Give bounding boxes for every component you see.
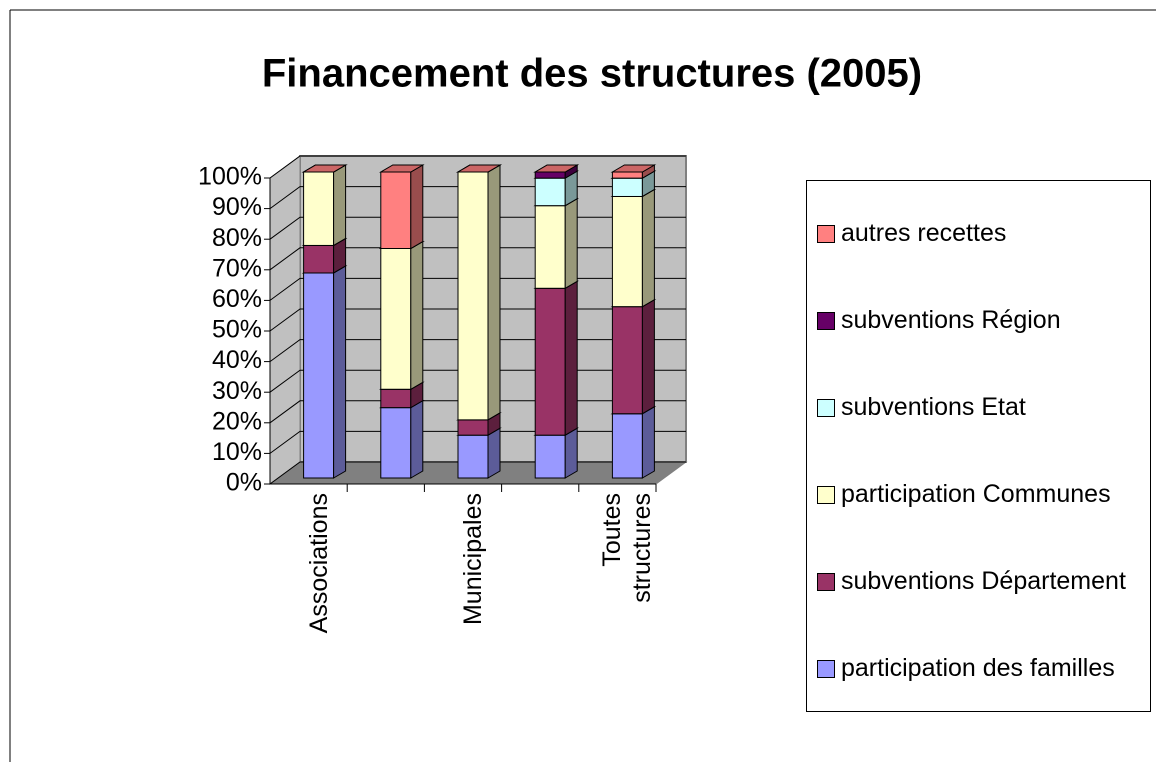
bar-segment xyxy=(534,171,566,179)
y-tick-label: 60% xyxy=(212,285,262,313)
bar-side xyxy=(487,164,501,421)
legend-label: subventions Département xyxy=(841,566,1126,595)
bar-segment xyxy=(303,244,335,274)
bar-side xyxy=(564,197,578,290)
bar-top xyxy=(610,164,657,173)
bar-side xyxy=(564,280,578,437)
x-tick-label: Associations xyxy=(304,493,333,634)
bar-segment xyxy=(380,407,412,479)
bar-segment xyxy=(380,388,412,409)
y-tick-label: 40% xyxy=(212,346,262,374)
y-tick-label: 80% xyxy=(212,224,262,252)
bar-side xyxy=(410,399,424,479)
y-tick-label: 30% xyxy=(212,377,262,405)
legend-entry: participation Communes xyxy=(817,478,1146,510)
legend-entry: subventions Département xyxy=(817,565,1146,597)
bar-segment xyxy=(611,306,643,415)
x-tick-label: Municipales xyxy=(459,493,487,626)
y-tick-label: 90% xyxy=(212,193,262,221)
bar-side xyxy=(564,427,578,479)
bar-top xyxy=(301,164,348,173)
legend-swatch xyxy=(817,659,835,678)
bar-segment xyxy=(534,177,566,207)
y-tick-label: 70% xyxy=(212,254,262,282)
bar-segment xyxy=(457,419,489,436)
x-tick-label: Toutes structures xyxy=(598,493,657,603)
legend-label: participation Communes xyxy=(841,479,1111,508)
legend-entry: subventions Etat xyxy=(817,391,1146,423)
bar-segment xyxy=(534,205,566,289)
legend-label: subventions Région xyxy=(841,305,1061,334)
bar-segment xyxy=(611,177,643,197)
bar-side xyxy=(641,405,655,479)
y-tick-label: 50% xyxy=(212,316,262,344)
bar-segment xyxy=(457,434,489,479)
chart-title: Financement des structures (2005) xyxy=(262,52,922,96)
legend: autres recettes subventions Région subvent… xyxy=(806,180,1151,712)
bar-segment xyxy=(303,272,335,479)
legend-swatch xyxy=(817,572,835,591)
bar-side xyxy=(410,164,424,250)
legend-label: participation des familles xyxy=(841,653,1115,682)
legend-entry: subventions Région xyxy=(817,304,1146,336)
bar-side xyxy=(333,265,347,479)
bar-side xyxy=(333,164,347,247)
legend-swatch xyxy=(817,485,835,504)
bar-segment xyxy=(534,434,566,479)
legend-swatch xyxy=(817,224,835,243)
legend-swatch xyxy=(817,398,835,417)
y-tick-label: 0% xyxy=(226,469,262,497)
y-tick-label: 10% xyxy=(212,438,262,466)
bar-segment xyxy=(457,171,489,421)
y-tick-label: 20% xyxy=(212,407,262,435)
legend-entry: participation des familles xyxy=(817,652,1146,684)
bar-segment xyxy=(380,248,412,390)
legend-swatch xyxy=(817,311,835,330)
bar-segment xyxy=(611,413,643,479)
legend-label: subventions Etat xyxy=(841,392,1026,421)
y-tick-label: 100% xyxy=(198,163,262,191)
bar-segment xyxy=(534,287,566,436)
bar-side xyxy=(641,188,655,308)
legend-entry: autres recettes xyxy=(817,217,1146,249)
grid-line xyxy=(269,155,686,179)
bar-top xyxy=(378,164,425,173)
bar-top xyxy=(456,164,502,173)
bar-segment xyxy=(303,171,335,246)
bar-segment xyxy=(611,195,643,308)
bar-segment xyxy=(611,171,643,179)
bar-top xyxy=(533,164,580,173)
legend-label: autres recettes xyxy=(841,218,1007,247)
bar-segment xyxy=(380,171,412,249)
bar-side xyxy=(641,298,655,415)
bar-side xyxy=(410,240,424,391)
bar-side xyxy=(487,427,501,479)
